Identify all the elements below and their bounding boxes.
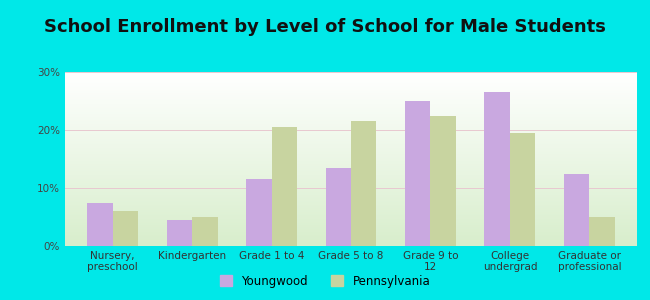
- Legend: Youngwood, Pennsylvania: Youngwood, Pennsylvania: [216, 271, 434, 291]
- Bar: [326, 168, 351, 246]
- Bar: [192, 217, 218, 246]
- Bar: [564, 173, 590, 246]
- Bar: [272, 127, 297, 246]
- Bar: [484, 92, 510, 246]
- Bar: [405, 101, 430, 246]
- Bar: [351, 121, 376, 246]
- Bar: [166, 220, 192, 246]
- Bar: [590, 217, 615, 246]
- Bar: [112, 211, 138, 246]
- Text: School Enrollment by Level of School for Male Students: School Enrollment by Level of School for…: [44, 18, 606, 36]
- Bar: [510, 133, 536, 246]
- Bar: [87, 202, 112, 246]
- Bar: [430, 116, 456, 246]
- Bar: [246, 179, 272, 246]
